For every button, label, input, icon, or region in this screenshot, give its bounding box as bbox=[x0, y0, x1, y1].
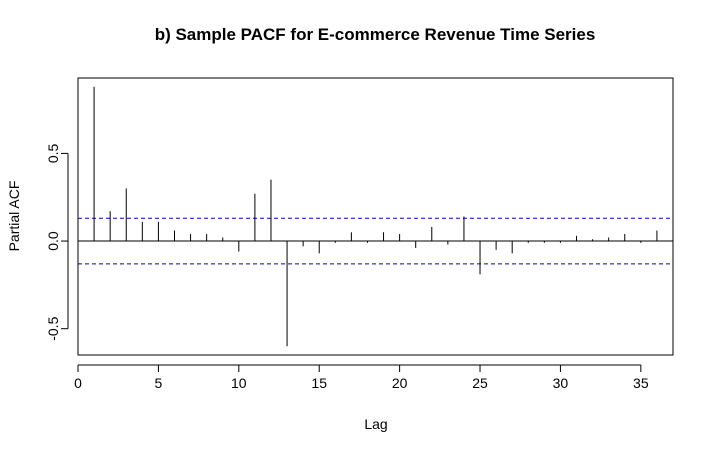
x-tick-label: 10 bbox=[231, 375, 247, 391]
y-tick-label: -0.5 bbox=[45, 316, 61, 340]
x-axis: 0 5 10 15 20 25 30 35 bbox=[74, 364, 649, 391]
y-axis-label: Partial ACF bbox=[6, 181, 22, 252]
pacf-spikes bbox=[93, 86, 658, 347]
chart-title: b) Sample PACF for E-commerce Revenue Ti… bbox=[155, 25, 596, 44]
y-tick-label: 0.5 bbox=[45, 143, 61, 163]
confidence-bounds bbox=[78, 217, 673, 265]
x-axis-label: Lag bbox=[364, 416, 387, 432]
y-axis: -0.5 0.0 0.5 bbox=[45, 143, 69, 341]
x-tick-label: 25 bbox=[472, 375, 488, 391]
x-tick-label: 15 bbox=[311, 375, 327, 391]
plot-frame bbox=[77, 77, 674, 356]
x-tick-label: 0 bbox=[74, 375, 82, 391]
x-tick-label: 35 bbox=[633, 375, 649, 391]
x-tick-label: 20 bbox=[392, 375, 408, 391]
y-tick-label: 0.0 bbox=[45, 231, 61, 251]
x-tick-label: 5 bbox=[155, 375, 163, 391]
x-tick-label: 30 bbox=[553, 375, 569, 391]
